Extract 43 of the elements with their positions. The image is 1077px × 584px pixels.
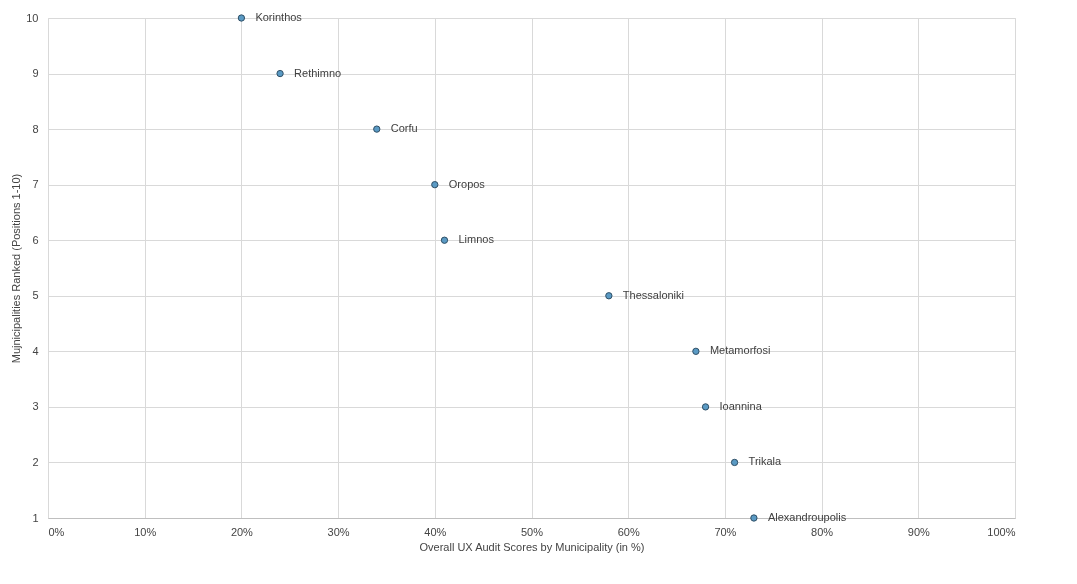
y-tick-label: 6: [32, 233, 39, 246]
annotation: Corfu: [390, 122, 418, 135]
point: [276, 69, 284, 78]
annotation: Thessaloniki: [622, 288, 684, 301]
y-axis-title: Mujnicipalities Ranked (Positions 1-10): [10, 173, 23, 364]
point: [730, 458, 739, 467]
y-tick-label: 3: [32, 400, 39, 413]
y-tick-label: 2: [32, 455, 39, 468]
y-tick-label: 1: [32, 511, 39, 524]
annotation: Metamorfosi: [709, 344, 771, 357]
point: [373, 125, 381, 133]
annotation: Rethimno: [294, 66, 342, 79]
y-tick-label: 5: [32, 289, 39, 302]
x-tick-label: 30%: [327, 525, 350, 538]
x-tick-label: 60%: [617, 525, 640, 538]
y-tick-label: 8: [32, 122, 39, 135]
x-tick-label: 80%: [811, 525, 834, 538]
x-tick-label: 40%: [424, 525, 447, 538]
x-tick-label: 20%: [230, 525, 254, 538]
point: [440, 236, 449, 244]
point: [692, 347, 700, 355]
point: [750, 514, 758, 522]
point: [237, 14, 246, 22]
point: [431, 181, 439, 189]
point: [605, 292, 613, 300]
annotation: Limnos: [458, 233, 495, 246]
annotation: Alexandroupolis: [767, 511, 847, 523]
x-tick-label: 90%: [907, 525, 931, 538]
x-tick-label: 70%: [714, 525, 737, 538]
x-axis-title: Overall UX Audit Scores by Municipality (in %): [419, 540, 645, 553]
x-tick-label: 100%: [987, 525, 1016, 538]
y-tick-label: 4: [32, 344, 39, 357]
annotation: Oropos: [448, 177, 486, 190]
y-tick-label: 10: [26, 11, 39, 24]
x-tick-label: 10%: [134, 525, 157, 538]
annotation: Ioannina: [719, 399, 763, 412]
x-tick-label: 50%: [520, 525, 544, 538]
y-tick-label: 9: [32, 67, 39, 80]
annotation: Korinthos: [255, 11, 303, 23]
point: [701, 403, 710, 411]
x-tick-label: 0%: [48, 525, 65, 538]
annotation: Trikala: [748, 455, 783, 468]
y-tick-label: 7: [32, 178, 39, 191]
